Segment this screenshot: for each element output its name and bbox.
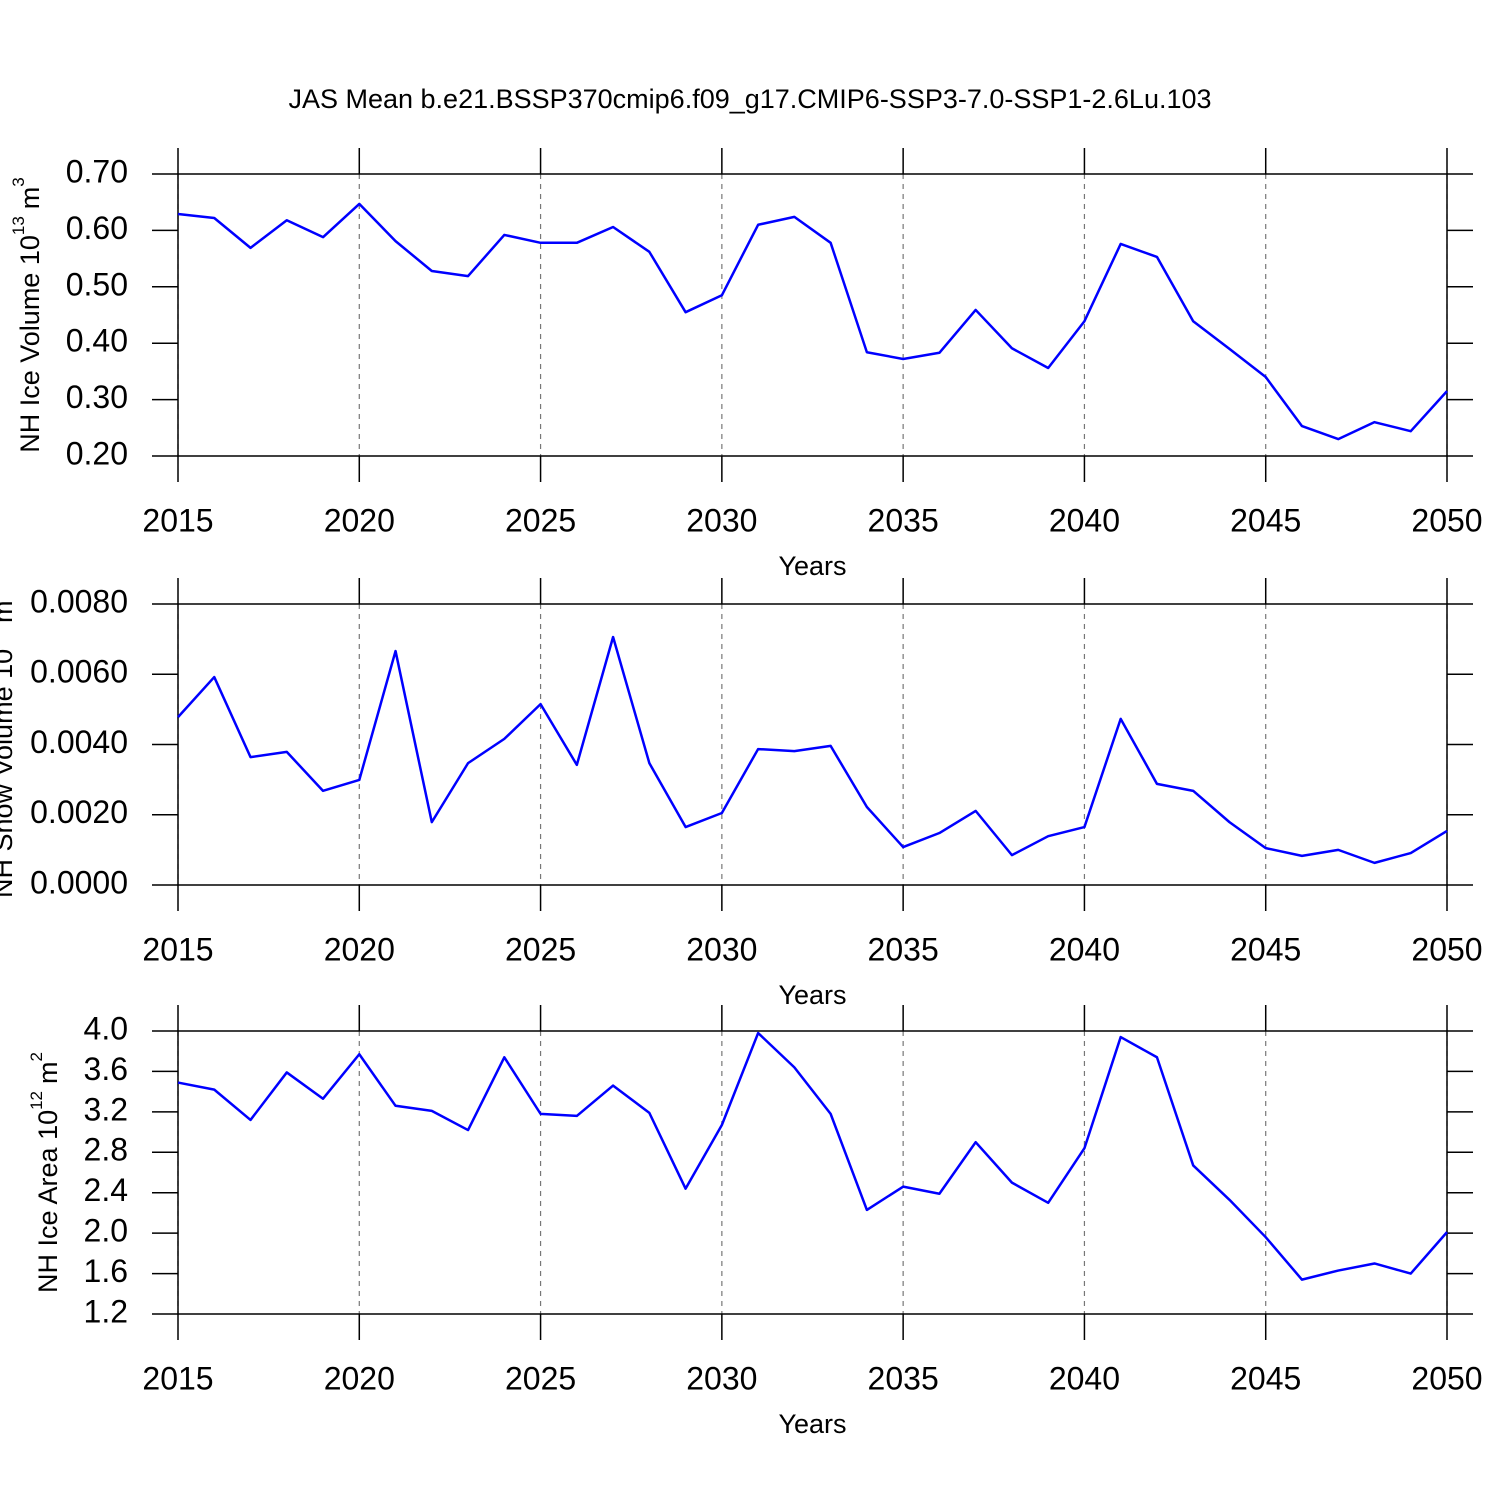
- y-tick-label: 1.6: [84, 1253, 128, 1289]
- y-tick-label: 0.0020: [30, 794, 128, 830]
- data-line: [177, 1031, 1448, 1281]
- x-tick-label: 2025: [505, 931, 576, 967]
- label-part: m: [15, 187, 45, 210]
- label-part: NH Ice Area 10: [33, 1110, 63, 1293]
- x-tick-label: 2035: [868, 502, 939, 538]
- y-tick-label: 0.20: [66, 435, 128, 471]
- x-tick-label: 2050: [1411, 931, 1482, 967]
- label-part: NH Ice Volume 10: [15, 235, 45, 453]
- x-tick-label: 2035: [868, 1360, 939, 1396]
- y-tick-label: 3.2: [84, 1091, 128, 1127]
- superscript: 2: [27, 1052, 46, 1061]
- superscript: 13: [0, 630, 1, 649]
- y-tick-label: 2.0: [84, 1213, 128, 1249]
- label-part: m: [33, 1061, 63, 1084]
- x-tick-label: 2015: [142, 1360, 213, 1396]
- x-tick-label: 2030: [686, 1360, 757, 1396]
- x-tick-label: 2045: [1230, 931, 1301, 967]
- x-tick-label: 2040: [1049, 502, 1120, 538]
- y-tick-label: 0.0040: [30, 724, 128, 760]
- x-tick-label: 2030: [686, 931, 757, 967]
- x-tick-label: 2045: [1230, 1360, 1301, 1396]
- y-tick-label: 0.50: [66, 266, 128, 302]
- data-line: [177, 635, 1448, 865]
- x-tick-label: 2040: [1049, 931, 1120, 967]
- x-tick-label: 2050: [1411, 1360, 1482, 1396]
- y-tick-label: 0.70: [66, 153, 128, 189]
- y-tick-label: 0.0080: [30, 583, 128, 619]
- x-tick-label: 2025: [505, 502, 576, 538]
- data-line: [177, 202, 1448, 441]
- x-tick-label: 2015: [142, 502, 213, 538]
- x-tick-label: 2015: [142, 931, 213, 967]
- y-tick-label: 0.0000: [30, 864, 128, 900]
- x-tick-label: 2025: [505, 1360, 576, 1396]
- x-tick-label: 2050: [1411, 502, 1482, 538]
- superscript: 13: [9, 216, 28, 235]
- x-tick-label: 2040: [1049, 1360, 1120, 1396]
- plot-frame: [177, 173, 1448, 457]
- x-tick-label: 2030: [686, 502, 757, 538]
- superscript: 12: [27, 1091, 46, 1110]
- y-tick-label: 0.40: [66, 323, 128, 359]
- label-part: m: [0, 600, 18, 623]
- x-axis-label: Years: [778, 980, 846, 1010]
- label-part: NH Snow Volume 10: [0, 649, 18, 898]
- y-axis-label: NH Snow Volume 1013 m3: [0, 591, 18, 898]
- plot-frame: [177, 603, 1448, 886]
- x-tick-label: 2020: [324, 931, 395, 967]
- y-axis-label: NH Ice Volume 1013 m3: [9, 177, 45, 453]
- y-tick-label: 3.6: [84, 1051, 128, 1087]
- y-tick-label: 1.2: [84, 1293, 128, 1329]
- x-tick-label: 2035: [868, 931, 939, 967]
- y-tick-label: 0.30: [66, 379, 128, 415]
- plot-frame: [177, 1030, 1448, 1315]
- figure-title: JAS Mean b.e21.BSSP370cmip6.f09_g17.CMIP…: [288, 84, 1211, 114]
- y-tick-label: 0.60: [66, 210, 128, 246]
- x-axis-label: Years: [778, 551, 846, 581]
- superscript: 3: [0, 591, 1, 600]
- y-tick-label: 4.0: [84, 1010, 128, 1046]
- x-axis-label: Years: [778, 1409, 846, 1439]
- y-tick-label: 2.4: [84, 1172, 128, 1208]
- x-tick-label: 2020: [324, 502, 395, 538]
- y-tick-label: 2.8: [84, 1132, 128, 1168]
- y-axis-label: NH Ice Area 1012 m2: [27, 1052, 63, 1293]
- y-tick-label: 0.0060: [30, 654, 128, 690]
- x-tick-label: 2020: [324, 1360, 395, 1396]
- x-tick-label: 2045: [1230, 502, 1301, 538]
- superscript: 3: [9, 177, 28, 186]
